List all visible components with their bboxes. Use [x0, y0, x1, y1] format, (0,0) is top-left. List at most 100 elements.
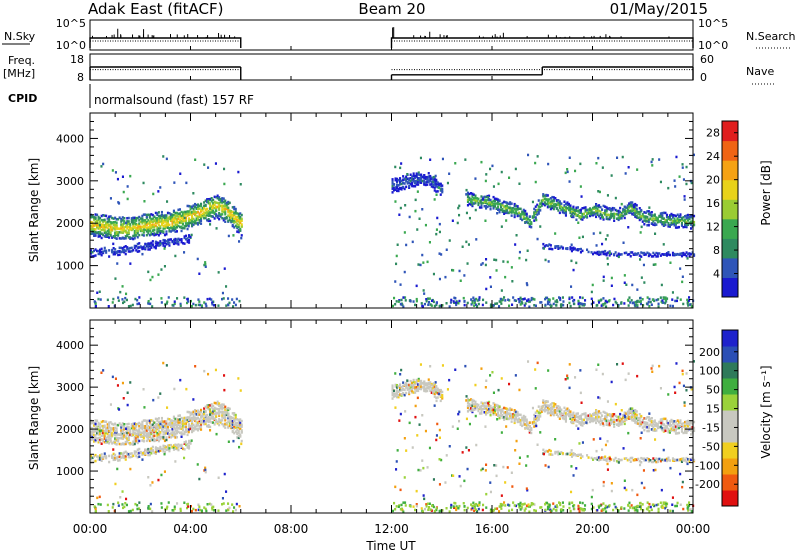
vel-cell	[106, 423, 109, 426]
power-cell	[224, 202, 227, 205]
power-cell	[469, 192, 472, 195]
power-cell	[632, 203, 635, 207]
power-cell	[602, 275, 605, 279]
power-cell	[205, 304, 208, 308]
power-cell	[124, 252, 127, 256]
vel-cell	[108, 435, 111, 439]
power-cell	[97, 215, 100, 219]
power-cell	[200, 208, 203, 212]
vel-cell	[546, 406, 549, 409]
power-cell	[129, 250, 132, 253]
power-cell	[491, 202, 494, 206]
power-cell	[581, 212, 584, 216]
power-cell	[188, 212, 191, 216]
vel-cell	[93, 433, 96, 437]
power-cell	[665, 254, 668, 257]
vel-cell	[178, 431, 181, 435]
vel-cell	[172, 432, 175, 436]
power-cell	[404, 204, 407, 207]
power-cell	[172, 218, 175, 221]
vel-cell	[132, 427, 135, 430]
vel-cell	[180, 443, 183, 447]
vel-cell	[640, 421, 643, 424]
power-cell	[500, 170, 503, 174]
power-cell	[640, 215, 643, 218]
vel-cell	[103, 431, 106, 434]
power-cell	[578, 209, 581, 212]
power-cell	[500, 302, 503, 305]
power-cell	[451, 268, 454, 272]
vel-cell	[400, 394, 403, 397]
power-cell	[530, 221, 533, 224]
vel-cell	[189, 427, 192, 431]
vel-cell	[598, 410, 601, 413]
power-cell	[501, 207, 504, 211]
vel-cell	[99, 454, 102, 457]
power-cell	[519, 296, 522, 300]
power-cell	[112, 247, 115, 250]
vel-cell	[436, 389, 439, 392]
power-cell	[564, 202, 567, 205]
power-cell	[662, 217, 665, 220]
power-cell	[157, 219, 160, 222]
power-cell	[534, 161, 537, 165]
vel-cell	[120, 452, 123, 455]
vel-cell	[545, 449, 548, 453]
vel-cell	[644, 423, 647, 426]
vel-cell	[136, 432, 139, 435]
vel-cell	[144, 428, 147, 432]
power-cell	[649, 211, 652, 215]
vel-cell	[676, 432, 679, 435]
power-cell	[598, 204, 601, 207]
power-cell	[601, 166, 604, 169]
power-cell	[510, 211, 513, 214]
power-cell	[420, 302, 423, 305]
power-cell	[599, 213, 602, 216]
vel-cell	[405, 381, 408, 385]
power-cell	[148, 225, 151, 229]
power-cell	[567, 206, 570, 209]
power-cell	[606, 234, 609, 237]
power-cell	[625, 283, 628, 286]
vel-cell	[641, 419, 644, 422]
power-cell	[172, 240, 175, 243]
vel-cell	[169, 424, 172, 428]
vel-cell	[168, 444, 171, 447]
power-cell	[492, 304, 495, 307]
vel-cell	[166, 427, 169, 431]
vel-cell	[221, 416, 224, 419]
vel-cell	[227, 412, 230, 416]
power-cell	[138, 225, 141, 228]
vel-cell	[578, 420, 581, 424]
power-cell	[175, 241, 178, 244]
power-cell	[183, 216, 186, 220]
vel-cell	[177, 443, 180, 446]
power-cell	[143, 200, 146, 203]
vel-cell	[168, 418, 171, 421]
power-cell	[136, 242, 139, 246]
power-cell	[595, 210, 598, 213]
power-cell	[476, 305, 479, 308]
power-cell	[414, 176, 417, 179]
power-cell	[221, 197, 224, 200]
power-cell	[498, 202, 501, 206]
power-cell	[121, 175, 124, 178]
power-cell	[109, 231, 112, 235]
vel-cell	[165, 436, 168, 439]
vel-cell	[156, 436, 159, 440]
power-cell	[171, 215, 174, 219]
power-cell	[213, 211, 216, 214]
power-cell	[494, 200, 497, 203]
power-cell	[183, 210, 186, 214]
power-cell	[474, 196, 477, 200]
vel-cell	[105, 431, 108, 435]
vel-cell	[195, 424, 198, 428]
power-cell	[394, 200, 397, 203]
power-cell	[204, 261, 207, 264]
vel-cell	[94, 426, 97, 429]
vel-cell	[159, 431, 162, 434]
power-cell	[598, 214, 601, 218]
vel-cell	[182, 422, 185, 425]
vel-cell	[665, 421, 668, 425]
power-cell	[653, 217, 656, 221]
